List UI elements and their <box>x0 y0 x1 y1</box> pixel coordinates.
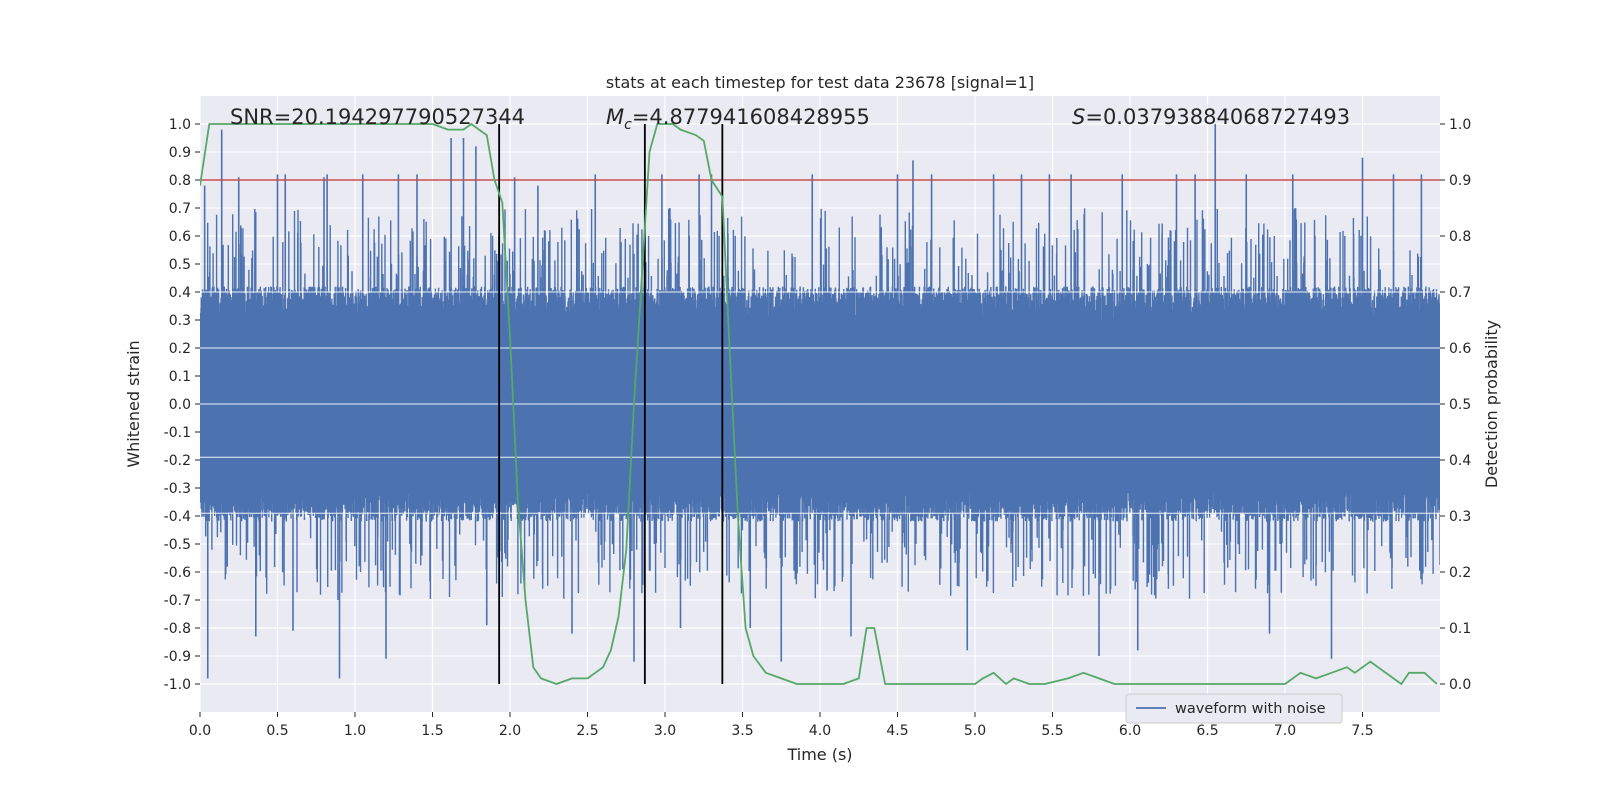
y2-tick-label: 0.9 <box>1449 173 1471 189</box>
y2-tick-label: 0.1 <box>1449 621 1471 637</box>
chirp-mass-subscript: c <box>624 117 632 133</box>
spin-symbol: S <box>1072 105 1085 129</box>
x-axis-label: Time (s) <box>786 745 852 764</box>
spin-annotation: S=0.03793884068727493 <box>1072 105 1350 129</box>
y2-axis-label: Detection probability <box>1482 320 1501 488</box>
legend-box <box>1125 693 1343 724</box>
y2-tick-label: 0.6 <box>1449 341 1471 357</box>
y-tick-label: 0.3 <box>169 313 191 329</box>
y-tick-label: -0.8 <box>164 621 191 637</box>
y-tick-label: 1.0 <box>169 117 191 133</box>
chirp-mass-annotation: Mc=4.877941608428955 <box>606 105 870 133</box>
left-axis-ticks: 1.0 0.9 0.8 0.7 0.6 0.5 0.4 0.3 0.2 0.1 0.0 -0.1 -0.… <box>164 117 200 693</box>
y-tick-label: -0.9 <box>164 649 191 665</box>
x-tick-label: 2.5 <box>576 723 598 739</box>
x-tick-label: 2.0 <box>499 723 521 739</box>
y-tick-label: -0.5 <box>164 537 191 553</box>
y-tick-label: 0.8 <box>169 173 191 189</box>
y-tick-label: 0.0 <box>169 397 191 413</box>
y-tick-label: 0.7 <box>169 201 191 217</box>
x-tick-label: 0.5 <box>266 723 288 739</box>
y-tick-label: -0.3 <box>164 481 191 497</box>
x-tick-label: 7.0 <box>1274 723 1296 739</box>
y-tick-label: -0.6 <box>164 565 191 581</box>
y-tick-label: -0.2 <box>164 453 191 469</box>
x-tick-label: 1.5 <box>421 723 443 739</box>
y2-tick-label: 0.7 <box>1449 285 1471 301</box>
y2-tick-label: 0.4 <box>1449 453 1471 469</box>
x-tick-label: 3.5 <box>731 723 753 739</box>
x-tick-label: 4.0 <box>809 723 831 739</box>
y-tick-label: 0.1 <box>169 369 191 385</box>
y-tick-label: 0.9 <box>169 145 191 161</box>
right-axis-ticks: 1.0 0.9 0.8 0.7 0.6 0.5 0.4 0.3 0.2 0.1 0.0 <box>1440 117 1471 693</box>
x-tick-label: 4.5 <box>886 723 908 739</box>
y2-tick-label: 0.5 <box>1449 397 1471 413</box>
y-axis-label: Whitened strain <box>124 340 143 467</box>
x-tick-label: 5.5 <box>1041 723 1063 739</box>
x-tick-label: 6.0 <box>1119 723 1141 739</box>
x-tick-label: 6.5 <box>1196 723 1218 739</box>
legend-label: waveform with noise <box>1175 701 1326 717</box>
waveform-series <box>200 124 1440 679</box>
chart-title: stats at each timestep for test data 236… <box>606 73 1034 92</box>
x-tick-label: 5.0 <box>964 723 986 739</box>
y-tick-label: -0.1 <box>164 425 191 441</box>
x-tick-label: 1.0 <box>344 723 366 739</box>
probability-series <box>200 123 1438 685</box>
snr-annotation: SNR=20.194297790527344 <box>230 105 525 129</box>
chirp-mass-value: =4.877941608428955 <box>632 105 870 129</box>
y-tick-label: -1.0 <box>164 677 191 693</box>
probability-line <box>200 123 1438 685</box>
y2-tick-label: 0.2 <box>1449 565 1471 581</box>
legend: waveform with noise <box>1125 693 1343 724</box>
y-tick-label: 0.6 <box>169 229 191 245</box>
y-tick-label: 0.2 <box>169 341 191 357</box>
y-tick-label: 0.4 <box>169 285 191 301</box>
x-tick-label: 7.5 <box>1351 723 1373 739</box>
x-axis-ticks: 0.0 0.5 1.0 1.5 2.0 2.5 3.0 3.5 4.0 4.5 5.0 5.5 6.0 6… <box>189 712 1374 739</box>
y-tick-label: -0.7 <box>164 593 191 609</box>
y-tick-label: 0.5 <box>169 257 191 273</box>
y2-tick-label: 0.0 <box>1449 677 1471 693</box>
y2-tick-label: 0.3 <box>1449 509 1471 525</box>
x-tick-label: 0.0 <box>189 723 211 739</box>
y-tick-label: -0.4 <box>164 509 191 525</box>
y2-tick-label: 0.8 <box>1449 229 1471 245</box>
chirp-mass-symbol: M <box>606 105 624 129</box>
x-tick-label: 3.0 <box>654 723 676 739</box>
spin-value: =0.03793884068727493 <box>1085 105 1350 129</box>
y2-tick-label: 1.0 <box>1449 117 1471 133</box>
